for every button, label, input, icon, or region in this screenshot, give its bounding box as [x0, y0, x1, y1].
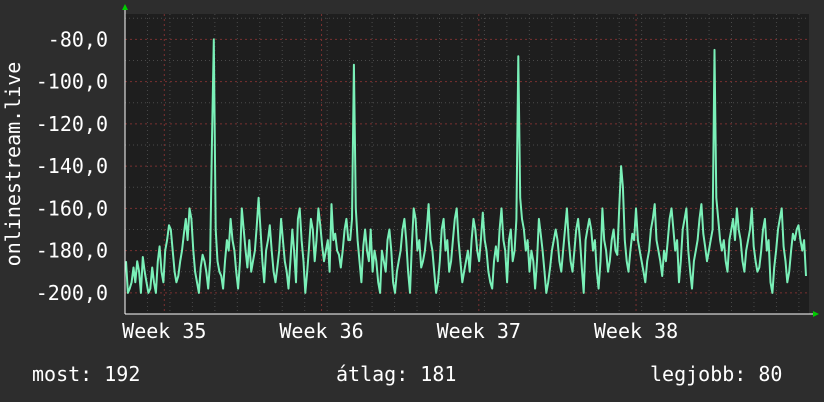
stat-current: most: 192 — [32, 362, 140, 386]
x-tick-label: Week 38 — [594, 319, 678, 343]
y-tick-labels: -80,0 -100,0 -120,0 -140,0 -160,0 -180,0 -200,… — [36, 27, 108, 305]
x-tick-label: Week 36 — [279, 319, 363, 343]
y-axis-arrow — [122, 4, 128, 10]
stat-current-label: most: — [32, 362, 93, 386]
y-tick-label: -180,0 — [36, 239, 108, 263]
stat-average-label: átlag: — [336, 362, 409, 386]
y-tick-label: -140,0 — [36, 154, 108, 178]
x-tick-labels: Week 35 Week 36 Week 37 Week 38 — [122, 319, 678, 343]
stat-best: legjobb: 80 — [650, 362, 782, 386]
y-tick-label: -120,0 — [36, 112, 108, 136]
y-tick-label: -200,0 — [36, 281, 108, 305]
x-tick-label: Week 35 — [122, 319, 206, 343]
series-line — [125, 38, 807, 294]
y-tick-label: -80,0 — [48, 27, 108, 51]
stat-current-value: 192 — [104, 362, 141, 386]
stat-best-value: 80 — [758, 362, 783, 386]
axes — [122, 4, 819, 317]
x-axis-arrow — [813, 311, 819, 317]
y-tick-label: -100,0 — [36, 70, 108, 94]
stat-best-label: legjobb: — [650, 362, 747, 386]
x-tick-label: Week 37 — [437, 319, 521, 343]
stat-average-value: 181 — [420, 362, 457, 386]
y-axis-label: onlinestream.live — [1, 62, 25, 267]
stat-average: átlag: 181 — [336, 362, 456, 386]
plot-background — [125, 14, 809, 314]
y-tick-label: -160,0 — [36, 196, 108, 220]
